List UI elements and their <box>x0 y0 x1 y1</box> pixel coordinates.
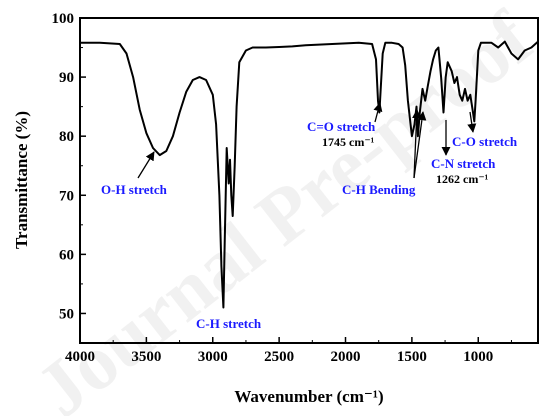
x-tick-label: 3000 <box>198 349 228 365</box>
y-tick-label: 50 <box>59 306 74 322</box>
annotation-co-single-stretch: C-O stretch <box>452 134 518 149</box>
co-single-stretch-arrow <box>467 111 477 133</box>
annotation-1262-wavenumber: 1262 cm⁻¹ <box>436 172 489 186</box>
co-double-stretch-arrow <box>373 102 383 123</box>
y-axis-ticks: 50 60 70 80 90 100 <box>52 11 86 322</box>
annotation-1745-wavenumber: 1745 cm⁻¹ <box>322 135 375 149</box>
plot-frame <box>79 17 539 344</box>
y-tick-label: 100 <box>52 11 75 27</box>
x-tick-label: 1500 <box>397 349 427 365</box>
y-tick-label: 90 <box>59 70 74 86</box>
x-axis-title: Wavenumber (cm⁻¹) <box>234 387 383 406</box>
transmittance-series-line <box>80 40 539 309</box>
annotation-oh-stretch: O-H stretch <box>101 182 168 197</box>
annotation-co-double-stretch: C=O stretch <box>307 119 376 134</box>
x-tick-label: 2000 <box>331 349 361 365</box>
y-axis-title: Transmittance (%) <box>12 111 31 249</box>
oh-stretch-arrow <box>137 151 155 179</box>
annotation-cn-stretch: C-N stretch <box>431 156 496 171</box>
annotation-ch-stretch: C-H stretch <box>196 316 262 331</box>
x-tick-label: 1000 <box>463 349 493 365</box>
x-tick-label: 2500 <box>264 349 294 365</box>
annotation-ch-bending: C-H Bending <box>342 182 416 197</box>
y-tick-label: 60 <box>59 247 74 263</box>
y-tick-label: 70 <box>59 188 74 204</box>
x-axis-ticks: 4000 3500 3000 2500 2000 1500 1000 <box>65 337 512 365</box>
x-tick-label: 4000 <box>65 349 95 365</box>
ch-bending-arrow-2 <box>413 111 427 179</box>
ch-bending-arrow-1 <box>412 109 422 179</box>
x-tick-label: 3500 <box>131 349 161 365</box>
y-tick-label: 80 <box>59 129 74 145</box>
